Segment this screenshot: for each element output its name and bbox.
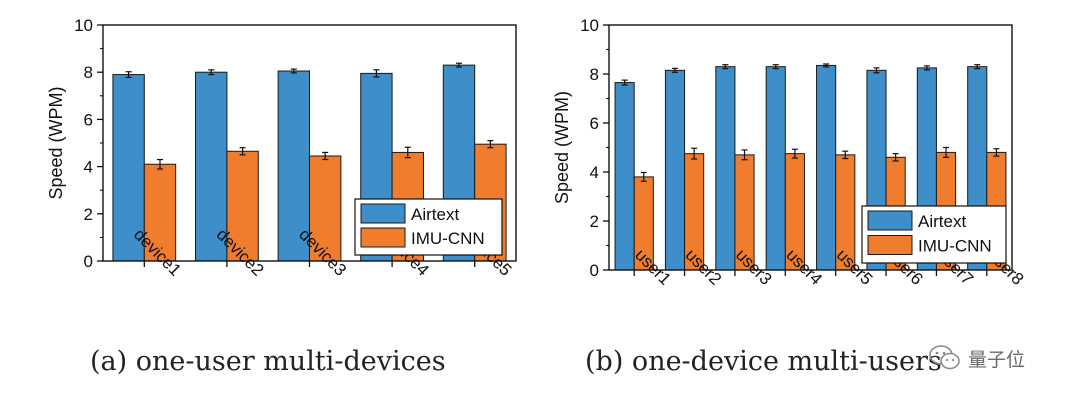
plot-frame bbox=[608, 24, 1013, 271]
legend-swatch-airtext bbox=[360, 203, 406, 224]
legend: Airtext IMU-CNN bbox=[861, 205, 1007, 264]
legend-swatch-imu-cnn bbox=[360, 227, 406, 248]
y-tick-label: 0 bbox=[590, 261, 599, 280]
legend-label-airtext: Airtext bbox=[918, 212, 966, 231]
wechat-logo-icon bbox=[929, 345, 960, 370]
y-tick-label: 4 bbox=[84, 158, 93, 177]
bar-airtext-user1 bbox=[614, 82, 635, 271]
y-tick-label: 10 bbox=[74, 16, 93, 35]
legend: Airtext IMU-CNN bbox=[354, 198, 503, 256]
bar-airtext-user2 bbox=[664, 69, 686, 271]
bar-airtext-user5 bbox=[816, 64, 837, 271]
y-tick-label: 2 bbox=[590, 212, 599, 231]
panel-b-caption: (b) one-device multi-users bbox=[585, 346, 942, 377]
y-tick-label: 10 bbox=[580, 16, 599, 35]
y-axis-label: Speed (WPM) bbox=[46, 86, 66, 199]
watermark: 量子位 bbox=[928, 342, 1058, 374]
bar-airtext-device1 bbox=[112, 74, 145, 262]
y-tick-label: 6 bbox=[84, 110, 93, 129]
plot-frame bbox=[102, 24, 517, 262]
y-tick-label: 2 bbox=[84, 205, 93, 224]
legend-label-imu-cnn: IMU-CNN bbox=[411, 229, 485, 248]
legend-label-imu-cnn: IMU-CNN bbox=[918, 237, 992, 256]
bar-airtext-user3 bbox=[715, 66, 736, 271]
y-tick-label: 6 bbox=[590, 114, 599, 133]
legend-label-airtext: Airtext bbox=[411, 205, 459, 224]
y-tick-label: 8 bbox=[84, 63, 93, 82]
watermark-text: 量子位 bbox=[968, 348, 1026, 371]
bar-airtext-user4 bbox=[765, 66, 786, 271]
chart-panel-a: Speed (WPM)0246810device1device2device3d… bbox=[46, 16, 517, 280]
legend-swatch-imu-cnn bbox=[867, 235, 913, 255]
bar-imu-cnn-device1 bbox=[143, 163, 177, 262]
y-tick-label: 4 bbox=[590, 163, 599, 182]
y-axis-label: Speed (WPM) bbox=[552, 91, 572, 204]
legend-swatch-airtext bbox=[867, 210, 913, 231]
y-tick-label: 0 bbox=[84, 252, 93, 271]
panel-a-caption: (a) one-user multi-devices bbox=[90, 346, 446, 377]
y-tick-label: 8 bbox=[590, 65, 599, 84]
